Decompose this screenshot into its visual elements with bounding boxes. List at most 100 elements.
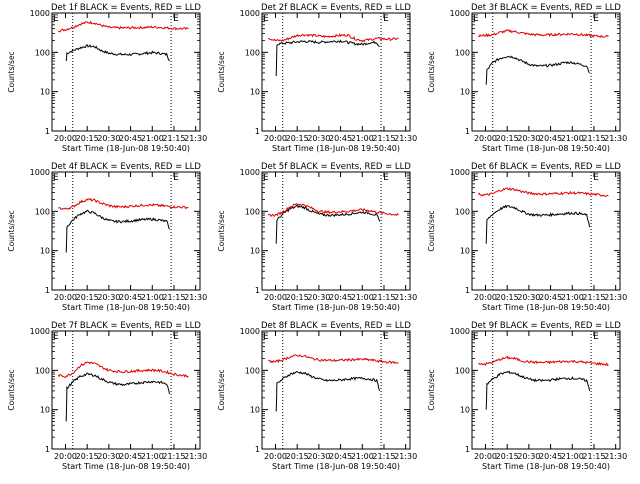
lld-series-line bbox=[57, 361, 189, 379]
x-tick-label: 20:00 bbox=[54, 134, 77, 143]
events-series-line bbox=[485, 204, 591, 244]
x-tick-label: 20:15 bbox=[496, 293, 519, 302]
y-tick-label: 1 bbox=[45, 445, 50, 454]
event-marker-label: E bbox=[593, 332, 599, 342]
y-axis-label: Counts/sec bbox=[217, 369, 226, 410]
detector-panel: Det 3f BLACK = Events, RED = LLD 1 10 100 10… bbox=[427, 3, 627, 153]
x-axis-label: Start Time (18-Jun-08 19:50:40) bbox=[482, 462, 610, 471]
y-tick-label: 1000 bbox=[240, 9, 260, 18]
y-tick-label: 1000 bbox=[30, 168, 50, 177]
detector-panel: Det 4f BLACK = Events, RED = LLD 1 10 100 10… bbox=[7, 162, 207, 312]
y-tick-label: 100 bbox=[35, 207, 50, 216]
event-marker-label: E bbox=[263, 14, 269, 24]
x-tick-label: 20:30 bbox=[517, 293, 540, 302]
lld-series-line bbox=[267, 203, 399, 218]
y-tick-label: 10 bbox=[460, 88, 470, 97]
x-tick-label: 21:30 bbox=[184, 452, 207, 461]
x-tick-label: 20:45 bbox=[119, 293, 142, 302]
x-tick-label: 21:15 bbox=[582, 293, 605, 302]
y-tick-label: 10 bbox=[250, 88, 260, 97]
x-tick-label: 21:30 bbox=[604, 293, 627, 302]
detector-panel: Det 1f BLACK = Events, RED = LLD 1 10 100 10… bbox=[7, 3, 207, 153]
event-marker-label: E bbox=[53, 332, 59, 342]
event-marker-label: E bbox=[173, 173, 179, 183]
events-series-line bbox=[65, 44, 170, 62]
x-tick-label: 21:30 bbox=[394, 293, 417, 302]
x-axis-label: Start Time (18-Jun-08 19:50:40) bbox=[272, 303, 400, 312]
plot-frame bbox=[471, 12, 621, 132]
x-tick-label: 21:15 bbox=[372, 452, 395, 461]
y-axis-label: Counts/sec bbox=[217, 210, 226, 251]
y-axis-label: Counts/sec bbox=[7, 210, 16, 251]
y-tick-label: 1000 bbox=[30, 9, 50, 18]
y-tick-label: 1000 bbox=[450, 327, 470, 336]
x-tick-label: 21:30 bbox=[184, 293, 207, 302]
detector-panel: Det 5f BLACK = Events, RED = LLD 1 10 100 10… bbox=[217, 162, 417, 312]
x-tick-label: 20:15 bbox=[286, 293, 309, 302]
x-tick-label: 20:45 bbox=[119, 452, 142, 461]
y-tick-label: 10 bbox=[460, 406, 470, 415]
y-tick-label: 10 bbox=[460, 247, 470, 256]
y-tick-label: 10 bbox=[40, 406, 50, 415]
event-marker-label: E bbox=[473, 173, 479, 183]
plot-frame bbox=[261, 330, 411, 450]
event-marker-label: E bbox=[263, 173, 269, 183]
x-axis-label: Start Time (18-Jun-08 19:50:40) bbox=[272, 144, 400, 153]
x-tick-label: 20:15 bbox=[286, 134, 309, 143]
y-tick-label: 1 bbox=[45, 127, 50, 136]
lld-series-line bbox=[478, 355, 609, 367]
x-tick-label: 20:30 bbox=[517, 134, 540, 143]
lld-series-line bbox=[477, 187, 609, 197]
panel-title: Det 9f BLACK = Events, RED = LLD bbox=[471, 321, 621, 331]
x-tick-label: 21:00 bbox=[141, 293, 164, 302]
x-tick-label: 20:00 bbox=[474, 452, 497, 461]
x-tick-label: 20:45 bbox=[119, 134, 142, 143]
y-axis-label: Counts/sec bbox=[217, 51, 226, 92]
events-series-line bbox=[65, 372, 171, 422]
panel-title: Det 2f BLACK = Events, RED = LLD bbox=[261, 3, 411, 13]
x-axis-label: Start Time (18-Jun-08 19:50:40) bbox=[482, 144, 610, 153]
x-axis-label: Start Time (18-Jun-08 19:50:40) bbox=[62, 303, 190, 312]
panel-title: Det 8f BLACK = Events, RED = LLD bbox=[261, 321, 411, 331]
y-tick-label: 100 bbox=[455, 48, 470, 57]
detector-panel: Det 9f BLACK = Events, RED = LLD 1 10 100 10… bbox=[427, 321, 627, 471]
x-tick-label: 21:30 bbox=[184, 134, 207, 143]
x-axis-label: Start Time (18-Jun-08 19:50:40) bbox=[62, 144, 190, 153]
x-tick-label: 20:30 bbox=[307, 293, 330, 302]
plot-frame bbox=[261, 12, 411, 132]
x-tick-label: 21:00 bbox=[351, 293, 374, 302]
y-tick-label: 100 bbox=[35, 48, 50, 57]
x-tick-label: 20:45 bbox=[539, 134, 562, 143]
x-tick-label: 21:15 bbox=[372, 134, 395, 143]
y-tick-label: 1000 bbox=[450, 168, 470, 177]
x-tick-label: 21:15 bbox=[162, 452, 185, 461]
x-tick-label: 20:00 bbox=[474, 134, 497, 143]
y-tick-label: 1000 bbox=[240, 327, 260, 336]
x-tick-label: 20:00 bbox=[474, 293, 497, 302]
x-tick-label: 20:45 bbox=[329, 134, 352, 143]
x-axis-label: Start Time (18-Jun-08 19:50:40) bbox=[62, 462, 190, 471]
x-tick-label: 20:15 bbox=[496, 134, 519, 143]
lld-series-line bbox=[267, 33, 399, 43]
x-tick-label: 20:30 bbox=[97, 452, 120, 461]
y-tick-label: 100 bbox=[35, 366, 50, 375]
y-tick-label: 10 bbox=[40, 88, 50, 97]
lld-series-line bbox=[478, 29, 609, 39]
events-series-line bbox=[275, 371, 381, 412]
y-tick-label: 100 bbox=[245, 48, 260, 57]
x-tick-label: 20:00 bbox=[264, 293, 287, 302]
event-marker-label: E bbox=[173, 332, 179, 342]
y-tick-label: 10 bbox=[250, 247, 260, 256]
plot-frame bbox=[261, 171, 411, 291]
event-marker-label: E bbox=[53, 173, 59, 183]
detector-panel: Det 2f BLACK = Events, RED = LLD 1 10 100 10… bbox=[217, 3, 417, 153]
event-marker-label: E bbox=[383, 332, 389, 342]
x-tick-label: 20:30 bbox=[307, 452, 330, 461]
x-tick-label: 20:15 bbox=[496, 452, 519, 461]
events-series-line bbox=[485, 55, 590, 85]
x-tick-label: 21:00 bbox=[351, 452, 374, 461]
x-tick-label: 20:30 bbox=[97, 134, 120, 143]
y-axis-label: Counts/sec bbox=[7, 51, 16, 92]
y-tick-label: 1000 bbox=[240, 168, 260, 177]
